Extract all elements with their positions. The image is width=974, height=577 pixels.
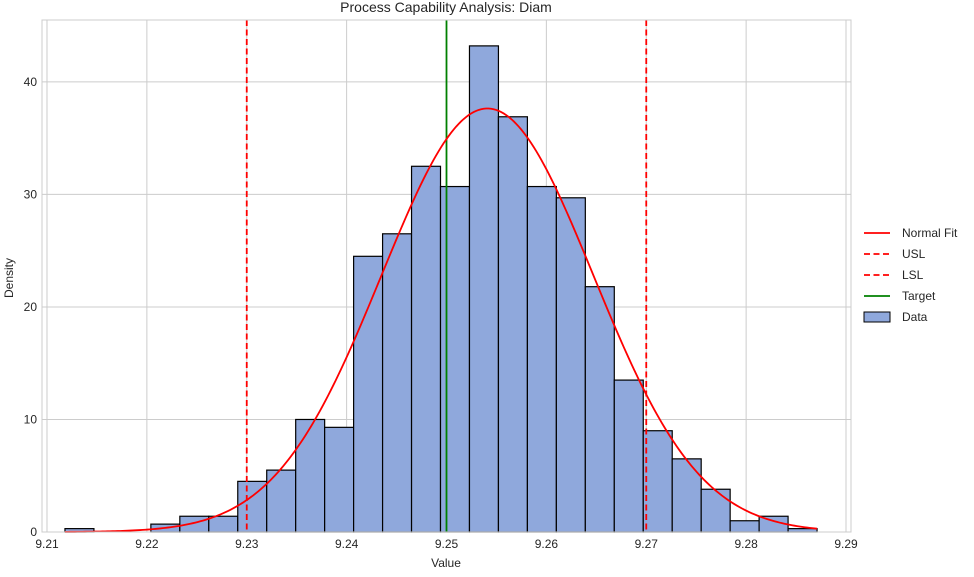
y-tick-label: 20	[24, 300, 38, 314]
legend-swatch-data	[863, 311, 891, 323]
histogram-bar	[700, 488, 731, 533]
chart-title: Process Capability Analysis: Diam	[340, 0, 552, 15]
plot-border	[41, 19, 852, 533]
y-tick-label: 40	[24, 75, 38, 89]
normal-fit	[64, 107, 818, 533]
legend-label-target: Target	[902, 289, 936, 303]
y-tick-label: 30	[24, 187, 38, 201]
histogram-bar	[439, 185, 471, 533]
histogram-bar	[671, 458, 702, 533]
y-axis-ticks: 0 10 20 30 40	[24, 75, 38, 539]
x-tick-label: 9.21	[35, 537, 59, 551]
y-tick-label: 10	[24, 412, 38, 426]
x-tick-label: 9.25	[435, 537, 459, 551]
plot-frame	[41, 19, 852, 533]
y-tick-label: 0	[30, 525, 37, 539]
x-tick-label: 9.22	[135, 537, 159, 551]
histogram-bar	[584, 286, 615, 533]
histogram-bar	[526, 185, 557, 533]
x-tick-label: 9.28	[734, 537, 758, 551]
legend-label-normal-fit: Normal Fit	[902, 226, 958, 240]
y-axis-title: Density	[2, 258, 16, 298]
histogram-bar	[497, 116, 528, 533]
x-tick-label: 9.23	[235, 537, 259, 551]
x-axis-title: Value	[431, 556, 461, 570]
x-tick-label: 9.24	[335, 537, 359, 551]
legend-label-data: Data	[902, 310, 928, 324]
legend-label-usl: USL	[902, 247, 926, 261]
x-axis-ticks: 9.21 9.22 9.23 9.24 9.25 9.26 9.27 9.28 9.29	[35, 537, 858, 551]
histogram-bar	[410, 165, 442, 533]
histogram-bar	[555, 197, 586, 533]
histogram-bars	[64, 45, 818, 533]
histogram-bar	[295, 418, 326, 533]
histogram-bar	[324, 426, 355, 533]
x-tick-label: 9.29	[834, 537, 858, 551]
histogram-bar	[353, 255, 384, 533]
x-tick-label: 9.26	[535, 537, 559, 551]
legend: Normal Fit USL LSL Target Data	[863, 226, 958, 324]
legend-label-lsl: LSL	[902, 268, 924, 282]
histogram-bar	[208, 515, 239, 533]
histogram-bar	[613, 379, 644, 533]
histogram-bar	[468, 45, 500, 533]
histogram-bar	[729, 520, 760, 533]
normal-fit-curve	[64, 107, 818, 533]
reference-lines	[245, 20, 648, 532]
x-tick-label: 9.27	[635, 537, 659, 551]
histogram-bar	[381, 233, 413, 533]
histogram-bar	[642, 430, 673, 533]
histogram-bar	[787, 528, 818, 533]
